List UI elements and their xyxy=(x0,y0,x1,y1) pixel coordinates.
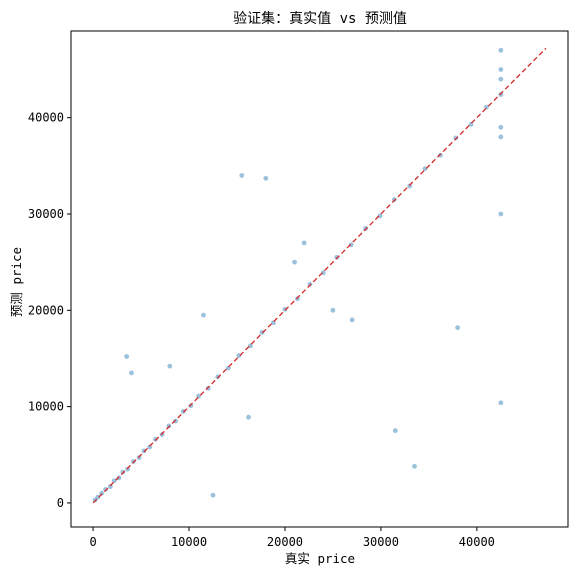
data-point xyxy=(295,296,300,302)
data-point xyxy=(99,490,105,496)
data-point xyxy=(188,403,194,409)
data-point xyxy=(363,226,368,231)
x-tick-label: 0 xyxy=(89,535,96,549)
data-point xyxy=(130,459,136,464)
data-point xyxy=(263,175,269,181)
data-point xyxy=(92,497,98,503)
data-point xyxy=(498,134,504,140)
data-point xyxy=(271,320,276,326)
x-tick-label: 40000 xyxy=(459,535,495,549)
data-point xyxy=(103,487,108,492)
data-point xyxy=(391,197,397,202)
data-point xyxy=(334,254,340,260)
data-point xyxy=(307,281,313,287)
data-point xyxy=(120,469,126,475)
x-tick-label: 10000 xyxy=(171,535,207,549)
y-tick-label: 30000 xyxy=(28,207,64,221)
data-point xyxy=(201,312,206,318)
data-point xyxy=(159,432,165,437)
data-point xyxy=(129,370,134,376)
data-point xyxy=(167,363,173,369)
data-point xyxy=(225,365,231,371)
x-tick-label: 20000 xyxy=(267,535,303,549)
data-point xyxy=(116,475,122,481)
data-point xyxy=(498,76,504,82)
reference-line-segment xyxy=(92,47,547,504)
data-point xyxy=(125,466,131,472)
data-point xyxy=(498,211,504,217)
data-point xyxy=(498,92,504,97)
x-axis-ticks: 0 10000 20000 30000 40000 xyxy=(89,527,495,549)
data-point xyxy=(348,242,354,248)
data-point xyxy=(498,124,504,130)
data-point xyxy=(147,444,153,450)
data-point xyxy=(453,135,459,141)
y-tick-label: 0 xyxy=(57,496,64,510)
data-point xyxy=(111,478,117,484)
plot-area xyxy=(71,31,568,527)
data-point xyxy=(498,47,504,53)
data-point xyxy=(236,353,242,358)
data-point xyxy=(210,492,216,498)
data-point xyxy=(301,240,307,246)
data-point xyxy=(196,393,202,399)
data-point xyxy=(484,104,489,110)
data-point xyxy=(437,152,443,158)
data-point xyxy=(180,409,186,414)
data-point xyxy=(349,317,355,323)
data-point xyxy=(455,325,461,331)
data-point xyxy=(292,259,297,265)
y-tick-label: 40000 xyxy=(28,111,64,125)
y-axis-label: 预测 price xyxy=(9,247,24,317)
data-point xyxy=(124,354,130,359)
data-point xyxy=(330,307,336,313)
y-tick-label: 20000 xyxy=(28,303,64,317)
y-tick-label: 10000 xyxy=(28,400,64,414)
data-point xyxy=(377,213,383,219)
data-point xyxy=(239,173,245,178)
data-point xyxy=(392,428,398,434)
data-points xyxy=(92,47,504,503)
data-point xyxy=(422,166,428,172)
data-point xyxy=(282,306,288,312)
data-point xyxy=(215,374,221,380)
reference-line xyxy=(92,47,547,504)
data-point xyxy=(407,183,413,189)
data-point xyxy=(468,122,474,127)
data-point xyxy=(153,436,158,442)
data-point xyxy=(141,448,147,454)
chart-title: 验证集：真实值 vs 预测值 xyxy=(233,10,407,27)
data-point xyxy=(498,400,504,406)
data-point xyxy=(412,463,417,469)
data-point xyxy=(246,414,251,420)
x-tick-label: 30000 xyxy=(363,535,399,549)
data-point xyxy=(107,484,113,489)
data-point xyxy=(498,67,504,72)
x-axis-label: 真实 price xyxy=(285,551,355,566)
data-point xyxy=(95,494,101,500)
y-axis-ticks: 0 10000 20000 30000 40000 xyxy=(28,111,71,510)
data-point xyxy=(166,423,172,429)
data-point xyxy=(320,270,326,276)
data-point xyxy=(205,385,211,391)
plot-frame xyxy=(70,30,569,528)
data-point xyxy=(173,418,178,424)
data-point xyxy=(259,330,265,335)
data-point xyxy=(136,455,142,461)
data-point xyxy=(248,343,253,349)
